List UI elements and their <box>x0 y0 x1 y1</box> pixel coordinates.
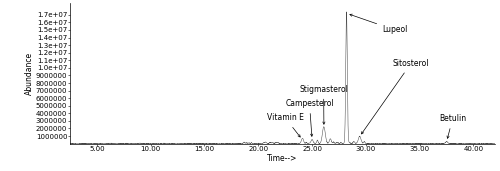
Text: Vitamin E: Vitamin E <box>267 113 304 137</box>
Text: Sitosterol: Sitosterol <box>362 59 430 134</box>
Text: Campesterol: Campesterol <box>285 99 334 136</box>
Text: Betulin: Betulin <box>439 114 466 138</box>
Text: Stigmasterol: Stigmasterol <box>299 85 348 124</box>
Text: Lupeol: Lupeol <box>350 14 408 35</box>
X-axis label: Time-->: Time--> <box>268 154 298 163</box>
Y-axis label: Abundance: Abundance <box>26 52 35 95</box>
